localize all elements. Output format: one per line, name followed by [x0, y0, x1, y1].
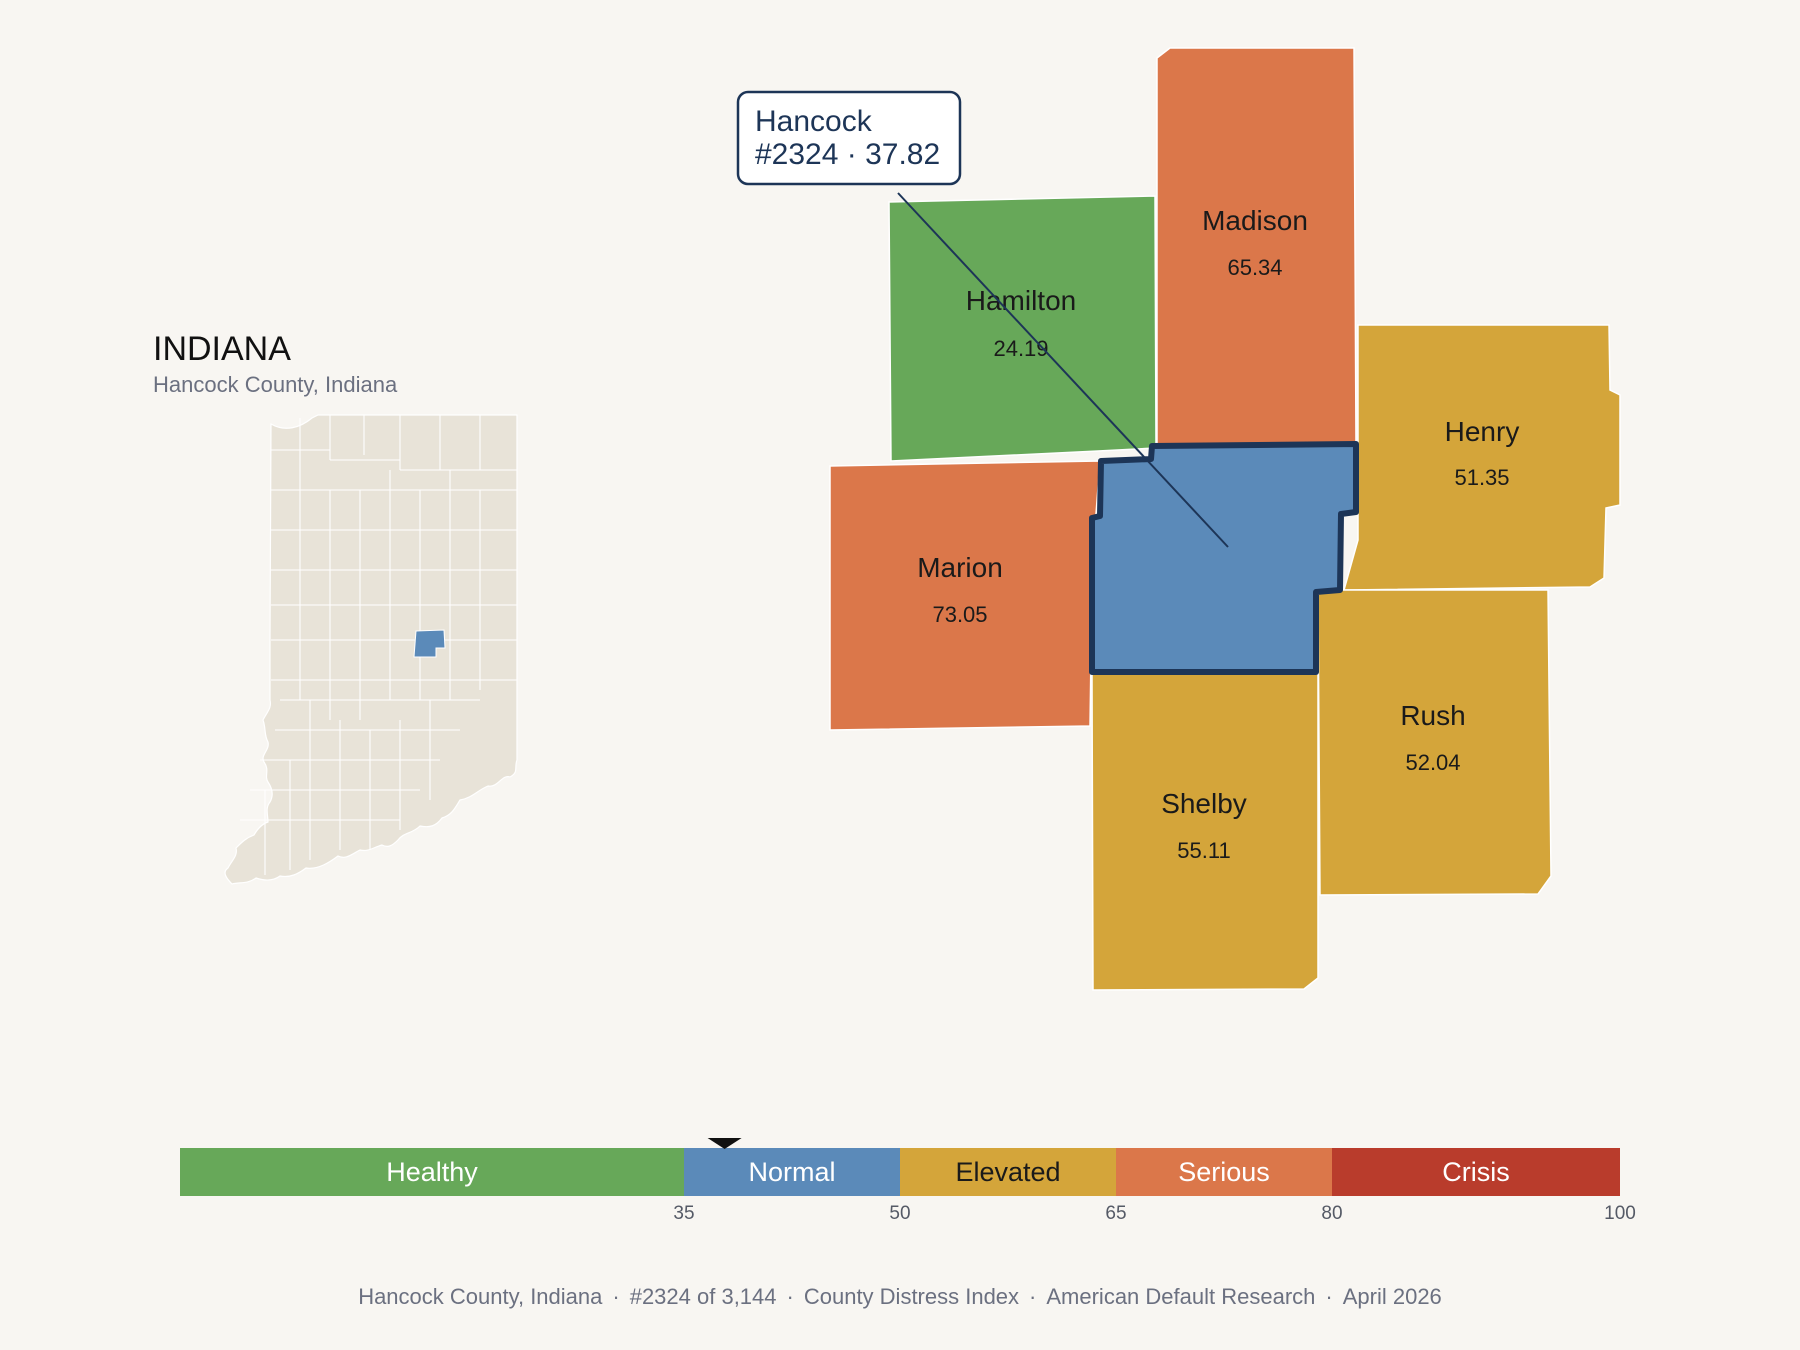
county-rush[interactable]: [1317, 589, 1552, 896]
scale-tick-label: 100: [1604, 1203, 1636, 1224]
locator-subtitle: Hancock County, Indiana: [153, 372, 398, 397]
distress-scale: Healthy Normal Elevated Serious Crisis 35 50 65…: [180, 1138, 1636, 1224]
footer-rank: #2324 of 3,144: [629, 1284, 777, 1309]
scale-band-label: Normal: [748, 1157, 835, 1187]
county-rush-score: 52.04: [1405, 750, 1460, 775]
county-shelby-score: 55.11: [1177, 838, 1230, 863]
footer-separator: ·: [1029, 1284, 1037, 1309]
footer: Hancock County, Indiana · #2324 of 3,144 · C…: [0, 1284, 1800, 1310]
callout-rank-score: #2324 · 37.82: [755, 138, 940, 171]
scale-tick-label: 50: [889, 1203, 910, 1224]
county-hamilton-score: 24.19: [993, 336, 1048, 361]
footer-source: American Default Research: [1046, 1284, 1316, 1309]
state-locator: INDIANA Hancock County, Indiana: [153, 330, 518, 885]
callout-county-name: Hancock: [755, 105, 873, 138]
footer-index-name: County Distress Index: [803, 1284, 1020, 1309]
callout-box: [736, 90, 962, 186]
scale-band-elevated: [900, 1148, 1116, 1196]
scale-band-label: Elevated: [955, 1157, 1060, 1187]
county-hamilton-name: Hamilton: [966, 285, 1076, 316]
county-rush-name: Rush: [1400, 700, 1465, 731]
scale-marker: [707, 1138, 742, 1149]
county-henry-name: Henry: [1445, 416, 1520, 447]
callout-leader-line: [897, 192, 1229, 548]
scale-band-serious: [1116, 1148, 1332, 1196]
footer-separator: ·: [612, 1284, 620, 1309]
footer-separator: ·: [786, 1284, 794, 1309]
indiana-outline: [224, 414, 518, 885]
county-shelby[interactable]: [1091, 673, 1319, 991]
scale-band-label: Crisis: [1442, 1157, 1510, 1187]
footer-date: April 2026: [1342, 1284, 1442, 1309]
scale-band-label: Serious: [1178, 1157, 1270, 1187]
county-grid-lines: [240, 415, 517, 875]
county-madison-score: 65.34: [1227, 255, 1282, 280]
scale-band-healthy: [180, 1148, 684, 1196]
scale-band-label: Healthy: [386, 1157, 478, 1187]
county-henry[interactable]: [1343, 324, 1621, 591]
scale-tick-label: 80: [1321, 1203, 1342, 1224]
hancock-callout: Hancock #2324 · 37.82: [736, 90, 1229, 548]
county-labels: Hamilton 24.19 Madison 65.34 Henry 51.35…: [917, 205, 1519, 863]
county-marion-score: 73.05: [932, 602, 987, 627]
locator-hancock-highlight: [413, 629, 446, 658]
county-henry-score: 51.35: [1454, 465, 1509, 490]
scale-tick-label: 65: [1105, 1203, 1126, 1224]
county-map: Hamilton 24.19 Madison 65.34 Henry 51.35…: [736, 47, 1621, 991]
footer-separator: ·: [1325, 1284, 1333, 1309]
county-hamilton[interactable]: [888, 195, 1157, 462]
scale-band-crisis: [1332, 1148, 1620, 1196]
county-madison-name: Madison: [1202, 205, 1308, 236]
footer-location: Hancock County, Indiana: [358, 1284, 603, 1309]
county-marion[interactable]: [829, 460, 1101, 731]
state-title: INDIANA: [153, 330, 291, 368]
county-madison[interactable]: [1156, 47, 1357, 447]
scale-band-normal: [684, 1148, 900, 1196]
county-hancock[interactable]: [1089, 441, 1359, 675]
county-shelby-name: Shelby: [1161, 788, 1247, 819]
scale-tick-label: 35: [673, 1203, 694, 1224]
county-marion-name: Marion: [917, 552, 1003, 583]
